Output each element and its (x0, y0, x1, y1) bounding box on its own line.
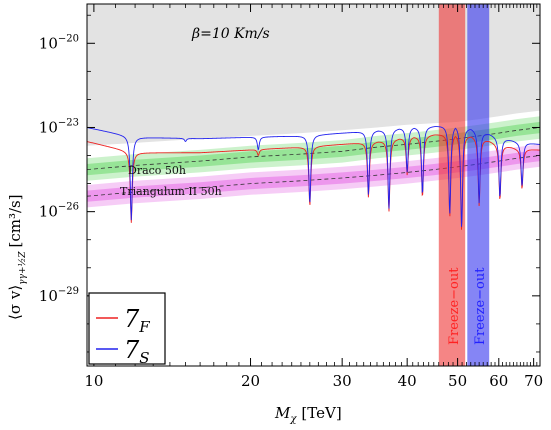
plot-area (87, 4, 540, 366)
y-tick-label: 10−26 (39, 202, 79, 221)
freeze-out-label-fermion: Freeze−out (447, 267, 462, 345)
legend-label-7s: 7S (124, 336, 150, 367)
x-tick-label: 20 (241, 372, 260, 390)
band-median-line (87, 127, 540, 170)
y-axis-title: ⟨σ v⟩γγ+½Z[cm³/s] (6, 194, 28, 320)
y-tick-label: 10−23 (39, 117, 79, 136)
band-outer (87, 116, 540, 181)
beta-annotation: β=10 Km/s (191, 26, 270, 42)
legend: 7F 7S (88, 292, 166, 367)
band-label-triangulum: Triangulum II 50h (120, 185, 222, 198)
x-tick-label: 50 (448, 372, 467, 390)
band-median-line (87, 155, 540, 197)
x-axis-title: Mχ [TeV] (274, 404, 342, 425)
band-triangulum (87, 144, 540, 208)
excluded-region (87, 4, 540, 146)
x-tick-label: 30 (333, 372, 352, 390)
axis-ticks: 10 20 30 40 50 60 70 10−29 10−26 10−23 10−20 (39, 4, 543, 390)
sensitivity-bands (87, 116, 540, 208)
legend-label-7f: 7F (124, 305, 150, 336)
band-outer (87, 144, 540, 208)
freeze-out-label-scalar: Freeze−out (473, 267, 488, 345)
legend-box (88, 292, 166, 365)
plot-frame (86, 3, 541, 367)
band-inner (87, 121, 540, 176)
x-tick-label: 70 (524, 372, 543, 390)
x-tick-label: 40 (398, 372, 417, 390)
band-inner (87, 149, 540, 202)
band-draco (87, 116, 540, 181)
y-tick-label: 10−20 (39, 33, 79, 52)
x-tick-label: 10 (84, 372, 103, 390)
y-tick-label: 10−29 (39, 286, 79, 305)
series-line-7S (87, 126, 540, 227)
x-tick-label: 60 (489, 372, 508, 390)
band-label-draco: Draco 50h (128, 164, 186, 177)
series-line-7F (87, 134, 540, 230)
series-lines (87, 126, 540, 230)
